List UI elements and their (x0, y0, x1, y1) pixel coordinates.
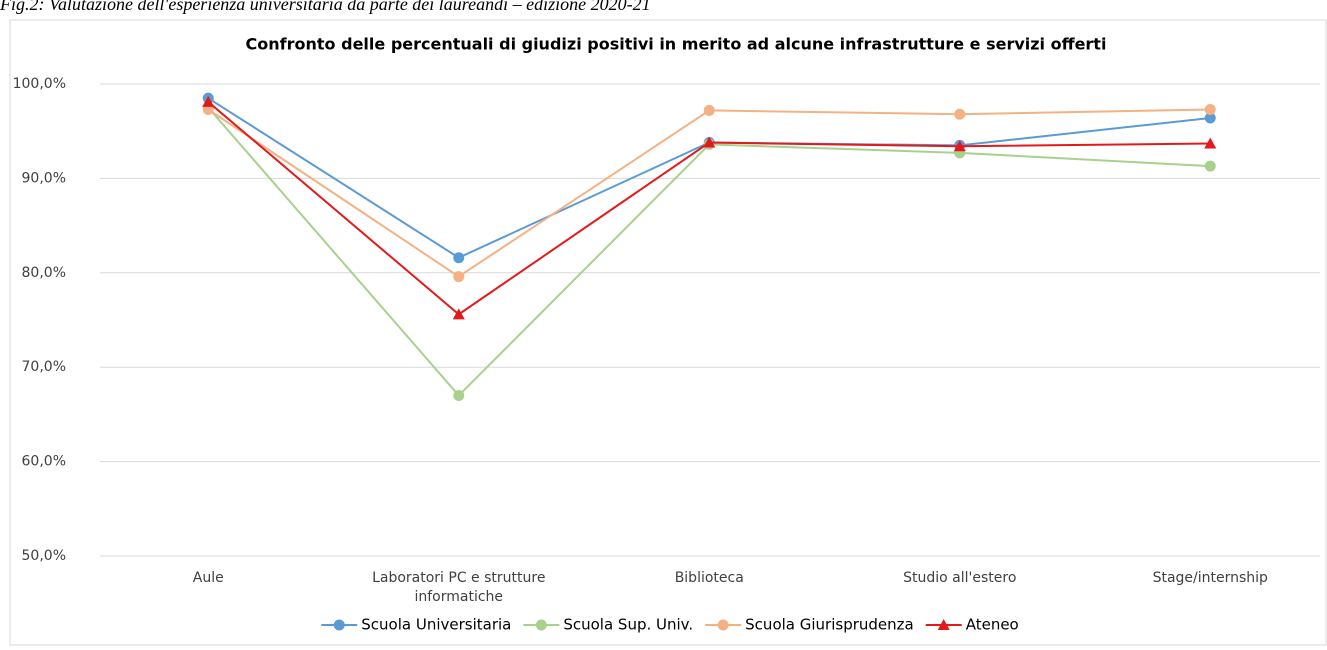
data-point (202, 95, 215, 107)
y-tick-label: 90,0% (22, 170, 66, 186)
legend-item: Scuola Sup. Univ. (523, 616, 693, 634)
legend-marker (333, 619, 345, 631)
data-point (1204, 137, 1217, 149)
data-point (703, 104, 715, 116)
data-point (453, 390, 465, 402)
data-point (1204, 160, 1216, 172)
caption: Fig.2: Valutazione dell'esperienza unive… (0, 0, 651, 14)
legend-item: Scuola Universitaria (321, 616, 511, 634)
legend-item: Ateneo (925, 616, 1019, 634)
y-tick-label: 50,0% (22, 548, 66, 564)
data-point (703, 136, 716, 148)
legend-label: Scuola Giurisprudenza (745, 616, 914, 634)
y-tick-label: 70,0% (22, 359, 66, 375)
x-tick-label: Studio all'estero (903, 570, 1016, 586)
x-tick-label: Aule (193, 570, 224, 586)
chart-title: Confronto delle percentuali di giudizi p… (246, 35, 1107, 54)
x-tick-label: Laboratori PC e strutture informatiche (372, 570, 545, 605)
x-tick-label: Stage/internship (1153, 570, 1268, 586)
legend-label: Ateneo (966, 616, 1019, 634)
legend-marker (535, 619, 547, 631)
y-tick-label: 60,0% (22, 454, 66, 470)
x-tick-label: Biblioteca (675, 570, 744, 586)
data-point (453, 252, 465, 264)
legend-label: Scuola Universitaria (361, 616, 511, 634)
data-point (953, 140, 966, 152)
data-point (453, 271, 465, 283)
y-tick-label: 80,0% (22, 265, 66, 281)
legend-marker (717, 619, 729, 631)
legend-item: Scuola Giurisprudenza (705, 616, 914, 634)
y-tick-label: 100,0% (13, 76, 66, 92)
data-point (954, 108, 966, 120)
data-point (452, 308, 465, 320)
legend-label: Scuola Sup. Univ. (563, 616, 693, 634)
data-point (1204, 103, 1216, 115)
legend-marker (937, 619, 950, 630)
